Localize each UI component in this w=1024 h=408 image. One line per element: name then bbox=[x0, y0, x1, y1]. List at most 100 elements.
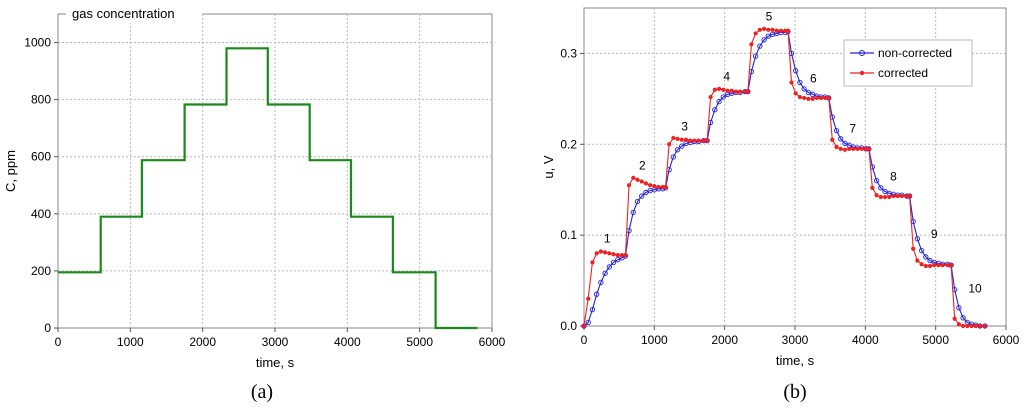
corrected-point bbox=[729, 88, 734, 93]
corrected-point bbox=[688, 138, 693, 143]
corrected-point bbox=[895, 193, 900, 199]
chart-b-series bbox=[581, 26, 988, 329]
corrected-point bbox=[838, 146, 843, 151]
chart-b-y-axis-label: u, V bbox=[541, 155, 556, 178]
corrected-point bbox=[615, 253, 620, 258]
non-corrected-point bbox=[833, 128, 840, 134]
corrected-point bbox=[797, 94, 803, 100]
step-annotation: 6 bbox=[810, 72, 817, 86]
non-corrected-point bbox=[923, 254, 929, 260]
corrected-point bbox=[834, 144, 839, 150]
step-annotation: 9 bbox=[931, 227, 938, 241]
corrected-point bbox=[770, 27, 775, 32]
x-tick-label: 2000 bbox=[711, 333, 738, 347]
corrected-point bbox=[793, 91, 798, 96]
x-tick-label: 2000 bbox=[189, 335, 216, 349]
x-tick-label: 6000 bbox=[479, 335, 506, 349]
corrected-point bbox=[899, 193, 905, 199]
corrected-point bbox=[874, 193, 879, 198]
corrected-point bbox=[607, 251, 612, 256]
corrected-point bbox=[635, 177, 640, 182]
corrected-point bbox=[866, 146, 871, 151]
non-corrected-point bbox=[914, 236, 921, 242]
legend-corrected-label: corrected bbox=[878, 66, 928, 80]
chart-a-y-ticks: 0 200 400 600 800 1000 bbox=[24, 36, 58, 335]
corrected-point bbox=[842, 147, 848, 152]
corrected-point bbox=[663, 184, 668, 190]
non-corrected-point bbox=[793, 68, 799, 74]
corrected-point bbox=[830, 137, 835, 142]
corrected-point bbox=[716, 86, 722, 91]
corrected-point bbox=[704, 138, 710, 143]
corrected-point bbox=[923, 263, 928, 269]
step-annotation: 5 bbox=[766, 10, 773, 24]
corrected-point bbox=[692, 138, 697, 143]
corrected-point bbox=[701, 138, 706, 143]
chart-a-panel-label: (a) bbox=[251, 381, 273, 403]
corrected-point bbox=[708, 94, 713, 100]
corrected-point bbox=[927, 263, 933, 269]
step-annotation: 8 bbox=[890, 170, 897, 184]
corrected-point bbox=[778, 28, 784, 33]
non-corrected-point bbox=[878, 185, 884, 191]
corrected-point bbox=[818, 95, 824, 101]
corrected-point bbox=[936, 263, 941, 268]
chart-a-grid bbox=[58, 14, 492, 328]
corrected-point bbox=[911, 246, 916, 251]
non-corrected-point bbox=[634, 198, 641, 205]
corrected-point bbox=[855, 146, 860, 151]
y-tick-label: 600 bbox=[31, 150, 51, 164]
corrected-point bbox=[631, 175, 636, 181]
corrected-point bbox=[915, 258, 920, 263]
corrected-point bbox=[643, 181, 648, 186]
chart-b: 0 1000 2000 3000 4000 5000 6000 0.0 0.1 0.2 0.3 1… bbox=[541, 7, 1020, 403]
non-corrected-point bbox=[761, 37, 767, 43]
x-tick-label: 5000 bbox=[406, 335, 433, 349]
corrected-point bbox=[870, 185, 875, 190]
y-tick-label: 0.3 bbox=[560, 46, 577, 60]
corrected-point bbox=[940, 263, 945, 268]
corrected-point bbox=[667, 142, 672, 147]
non-corrected-point bbox=[606, 264, 612, 270]
corrected-point bbox=[810, 96, 815, 101]
non-corrected-point bbox=[765, 33, 771, 39]
corrected-point bbox=[826, 95, 831, 101]
non-corrected-point bbox=[602, 270, 608, 276]
corrected-point bbox=[626, 183, 632, 188]
corrected-point bbox=[733, 89, 739, 94]
x-tick-label: 1000 bbox=[641, 333, 668, 347]
corrected-point bbox=[696, 138, 701, 143]
step-annotation: 7 bbox=[849, 121, 856, 135]
corrected-point bbox=[753, 31, 758, 36]
step-annotation: 10 bbox=[968, 281, 982, 295]
non-corrected-point bbox=[594, 291, 600, 297]
x-tick-label: 3000 bbox=[782, 333, 809, 347]
corrected-point bbox=[823, 95, 828, 101]
y-tick-label: 200 bbox=[31, 264, 51, 278]
chart-b-panel-label: (b) bbox=[783, 381, 806, 403]
non-corrected-point bbox=[838, 136, 844, 142]
corrected-point bbox=[738, 89, 743, 94]
corrected-point bbox=[619, 253, 625, 258]
non-corrected-point bbox=[757, 43, 763, 49]
corrected-point bbox=[789, 80, 794, 85]
corrected-point bbox=[611, 252, 616, 257]
corrected-point bbox=[814, 95, 819, 101]
corrected-point bbox=[603, 250, 608, 255]
x-tick-label: 0 bbox=[581, 333, 588, 347]
x-tick-label: 0 bbox=[55, 335, 62, 349]
corrected-point bbox=[679, 137, 684, 142]
x-tick-label: 3000 bbox=[262, 335, 289, 349]
corrected-point bbox=[590, 260, 595, 265]
non-corrected-point bbox=[752, 53, 759, 59]
y-tick-label: 800 bbox=[31, 93, 51, 107]
corrected-point bbox=[949, 263, 954, 268]
non-corrected-point bbox=[882, 188, 888, 195]
chart-b-x-ticks: 0 1000 2000 3000 4000 5000 6000 bbox=[581, 326, 1020, 347]
step-annotation: 1 bbox=[604, 231, 611, 245]
chart-b-y-ticks: 0.0 0.1 0.2 0.3 bbox=[560, 46, 584, 333]
non-corrected-point bbox=[670, 154, 676, 160]
x-tick-label: 4000 bbox=[852, 333, 879, 347]
non-corrected-point bbox=[674, 147, 681, 153]
corrected-point bbox=[932, 263, 937, 268]
